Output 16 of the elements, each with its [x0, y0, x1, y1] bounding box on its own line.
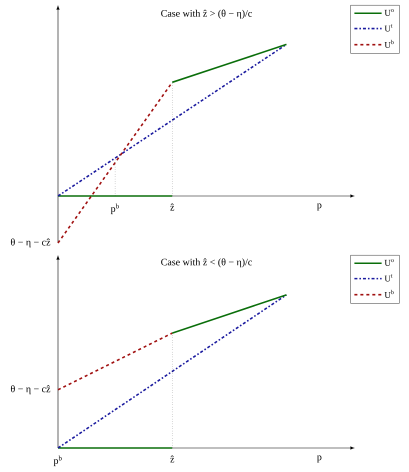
x-tick-label: ẑ	[170, 204, 174, 210]
legend-label: U$^{t}$	[384, 274, 393, 282]
text: θ − η − cẑ	[10, 385, 50, 394]
chart-title: Case with ẑ > (θ − η)/c	[161, 10, 252, 19]
legend-label: U$^{t}$	[384, 24, 393, 32]
x-tick-label: p$^{b}$	[110, 204, 119, 214]
x-tick-label: p$^{b}$	[54, 456, 62, 466]
legend-label: U$^{o}$	[384, 259, 394, 266]
x-axis-title: p	[317, 204, 322, 210]
legend-label: U$^{o}$	[384, 9, 394, 16]
legend-label: U$^{b}$	[384, 40, 394, 48]
legend-label: U$^{b}$	[384, 290, 394, 298]
chart-title: Case with ẑ < (θ − η)/c	[161, 258, 252, 268]
x-axis-title: p	[317, 455, 322, 462]
x-tick-label: ẑ	[170, 456, 174, 462]
text: θ − η − cẑ	[10, 238, 50, 248]
